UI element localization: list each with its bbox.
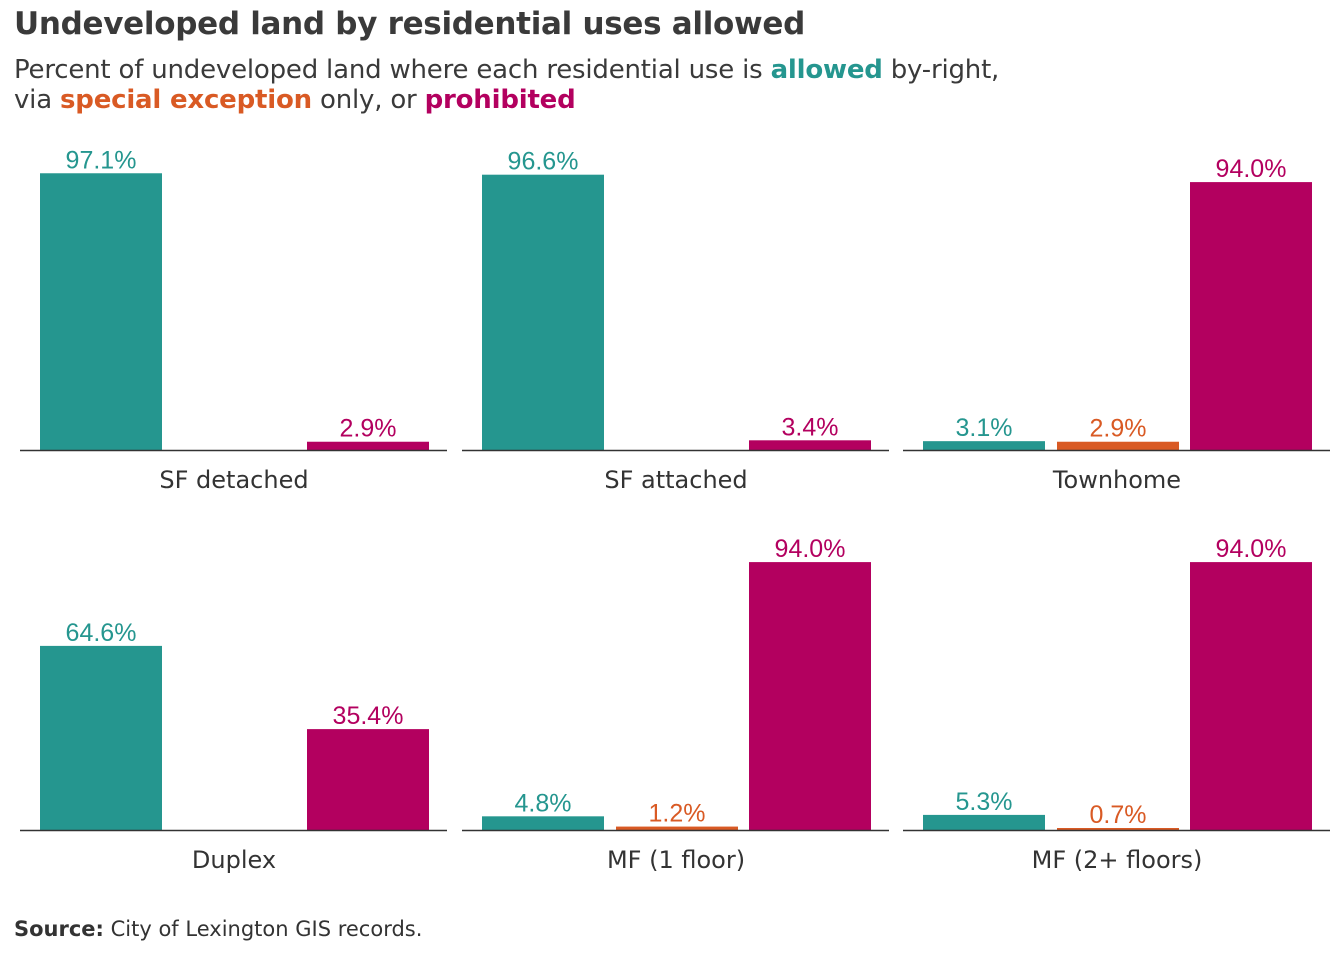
bar-special — [1057, 441, 1179, 450]
data-label-special: 2.9% — [1090, 415, 1147, 443]
data-label-allowed: 3.1% — [956, 414, 1013, 442]
bar-allowed — [40, 645, 162, 830]
subtitle-text: only, or — [311, 85, 425, 115]
facet-label: SF attached — [604, 466, 747, 494]
chart-title: Undeveloped land by residential uses all… — [14, 6, 805, 42]
bar-allowed — [482, 174, 604, 450]
data-label-prohibited: 3.4% — [782, 413, 839, 441]
source-text: City of Lexington GIS records. — [103, 917, 423, 941]
bar-allowed — [40, 173, 162, 450]
subtitle-line-2: via special exception only, or prohibite… — [14, 85, 999, 115]
bar-prohibited — [307, 729, 429, 830]
data-label-allowed: 96.6% — [508, 148, 579, 176]
bar-allowed — [923, 441, 1045, 450]
bar-allowed — [482, 816, 604, 830]
bar-prohibited — [307, 441, 429, 450]
facet-label: Townhome — [1052, 466, 1181, 494]
data-label-prohibited: 94.0% — [1216, 535, 1287, 563]
data-label-allowed: 5.3% — [956, 788, 1013, 816]
data-label-prohibited: 2.9% — [340, 415, 397, 443]
subtitle-text: by-right, — [882, 55, 1000, 85]
data-label-special: 0.7% — [1090, 801, 1147, 829]
data-label-prohibited: 94.0% — [775, 535, 846, 563]
source-label: Source: — [14, 917, 104, 941]
data-label-prohibited: 35.4% — [333, 702, 404, 730]
subtitle-text: via — [14, 85, 61, 115]
data-label-allowed: 4.8% — [515, 789, 572, 817]
subtitle-text: Percent of undeveloped land where each r… — [14, 55, 771, 85]
facet-label: MF (2+ floors) — [1032, 846, 1203, 874]
data-label-special: 1.2% — [649, 800, 706, 828]
data-label-allowed: 97.1% — [66, 146, 137, 174]
data-label-allowed: 64.6% — [66, 619, 137, 647]
subtitle-line-1: Percent of undeveloped land where each r… — [14, 55, 999, 85]
bar-prohibited — [1190, 562, 1312, 830]
bar-special — [1057, 828, 1179, 830]
allowed-highlight: allowed — [770, 55, 883, 85]
bar-special — [616, 826, 738, 830]
special-exception-highlight: special exception — [60, 85, 312, 115]
bar-allowed — [923, 814, 1045, 830]
facet-label: SF detached — [159, 466, 308, 494]
bar-prohibited — [1190, 182, 1312, 450]
facet-label: MF (1 floor) — [607, 846, 745, 874]
bar-prohibited — [749, 562, 871, 830]
prohibited-highlight: prohibited — [424, 85, 576, 115]
source-note: Source: City of Lexington GIS records. — [14, 917, 422, 941]
bar-prohibited — [749, 440, 871, 450]
data-label-prohibited: 94.0% — [1216, 155, 1287, 183]
facet-label: Duplex — [192, 846, 276, 874]
chart-subtitle: Percent of undeveloped land where each r… — [14, 55, 999, 115]
